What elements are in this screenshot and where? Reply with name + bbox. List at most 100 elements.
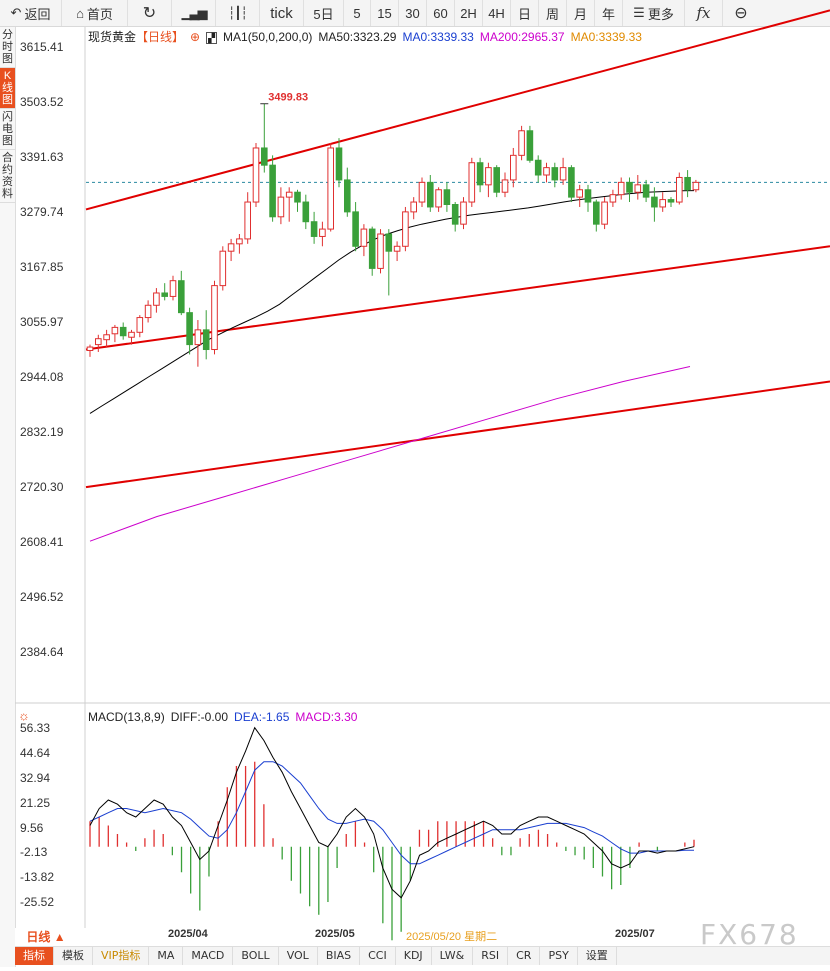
peak-price-label: 3499.83 [268,92,308,104]
candle-body [551,167,559,181]
candle-body [111,326,119,335]
candle-body [501,179,509,193]
period-selector[interactable]: 日线 ▲ [15,928,77,946]
period-60m[interactable]: 60 [427,0,455,26]
tick-button[interactable]: tick [260,0,304,26]
price-tick: 3167.85 [20,260,64,274]
price-tick: 2384.64 [20,645,64,659]
ma50-value: MA50:3323.29 [318,30,397,44]
candle-body [510,154,517,181]
tab-kdj[interactable]: KDJ [396,947,432,965]
candle-body [642,184,650,198]
period-4h[interactable]: 4H [483,0,511,26]
period-15m[interactable]: 15 [371,0,399,26]
ma0-value-b: MA0:3339.33 [570,30,642,44]
period-5d[interactable]: 5日 [304,0,344,26]
tab-ma[interactable]: MA [149,947,184,965]
menu-icon: ☰ [633,5,645,20]
candle-body [684,176,691,191]
macd-name: MACD(13,8,9) [88,710,165,724]
period-2h[interactable]: 2H [455,0,483,26]
candlestick-button[interactable]: ┆┃┆ [216,0,260,26]
candle-body [692,181,700,191]
macd-value: MACD:3.30 [295,710,358,724]
macd-diff: DIFF:-0.00 [170,710,229,724]
candle-body [427,181,434,208]
formula-button[interactable]: fx [685,0,723,26]
candlestick-icon: ┆┃┆ [228,6,248,20]
sidebar-tab-kline[interactable]: K线图 [0,68,15,109]
symbol-name: 现货黄金 [88,30,137,44]
price-tick: 2720.30 [20,480,64,494]
candle-body [344,179,351,213]
more-button[interactable]: ☰ 更多 [623,0,685,26]
candle-body [169,280,177,297]
candle-body [227,243,235,252]
candle-body [393,245,401,252]
candle-body [593,201,600,225]
ma-indicator-icon: ▞ [206,32,218,44]
refresh-icon: ↻ [142,5,157,22]
tab-macd[interactable]: MACD [183,947,234,965]
tab-template[interactable]: 模板 [54,947,93,965]
price-legend: 现货黄金【日线】 ⊕ ▞ MA1(50,0,200,0) MA50:3323.29 MA0… [88,28,648,45]
period-month[interactable]: 月 [567,0,595,26]
candle-body [534,159,542,176]
candle-body [310,221,318,237]
candle-body [236,238,243,245]
tab-bias[interactable]: BIAS [318,947,361,965]
home-icon: ⌂ [76,5,84,21]
back-button[interactable]: ↶ 返回 [0,0,62,26]
candle-body [385,233,393,252]
period-week[interactable]: 周 [539,0,567,26]
sidebar-tab-contract[interactable]: 合约资料 [0,150,15,203]
candle-body [319,228,326,237]
candle-body [161,292,168,297]
candle-body [609,194,617,203]
candle-body [418,181,426,203]
function-icon: fx [696,4,711,22]
candle-body [468,162,476,203]
tab-rsi[interactable]: RSI [473,947,509,965]
macd-tick: -25.52 [20,895,55,909]
sidebar-tab-timeshare[interactable]: 分时图 [0,27,15,68]
period-day[interactable]: 日 [511,0,539,26]
candle-body [103,334,110,341]
period-year[interactable]: 年 [595,0,623,26]
candle-body [202,329,210,351]
tab-psy[interactable]: PSY [540,947,578,965]
period-30m[interactable]: 30 [399,0,427,26]
tab-settings[interactable]: 设置 [578,947,617,965]
chart-type-button[interactable]: ▁▃▅ [172,0,216,26]
price-tick: 2496.52 [20,590,64,604]
settings-icon[interactable]: ⊕ [190,30,201,44]
price-tick: 3615.41 [20,40,64,54]
candle-body [194,329,202,346]
macd-toggle-icon[interactable]: ☼ [18,708,30,723]
macd-dea: DEA:-1.65 [234,710,290,724]
candle-body [269,164,276,218]
period-5m[interactable]: 5 [344,0,371,26]
refresh-button[interactable]: ↻ [128,0,172,26]
line-chart-icon: ▁▃▅ [181,5,208,20]
sidebar-tab-flash[interactable]: 闪电图 [0,109,15,150]
candle-body [294,191,301,203]
back-arrow-icon: ↶ [10,5,22,20]
x-label-jul: 2025/07 [615,928,655,940]
tab-vip-indicators[interactable]: VIP指标 [93,947,150,965]
tab-boll[interactable]: BOLL [233,947,279,965]
tab-vol[interactable]: VOL [279,947,318,965]
candle-body [435,189,442,208]
tab-lw[interactable]: LW& [432,947,474,965]
x-label-cursor-date: 2025/05/20 星期二 [406,931,498,943]
candle-body [617,181,625,196]
candle-body [335,147,343,181]
tab-cci[interactable]: CCI [360,947,396,965]
tab-cr[interactable]: CR [508,947,541,965]
ma50-line [89,190,695,414]
tab-indicators[interactable]: 指标 [15,947,54,965]
home-button[interactable]: ⌂ 首页 [62,0,128,26]
candle-body [285,191,293,198]
zoom-out-button[interactable]: ⊖ [723,0,759,26]
